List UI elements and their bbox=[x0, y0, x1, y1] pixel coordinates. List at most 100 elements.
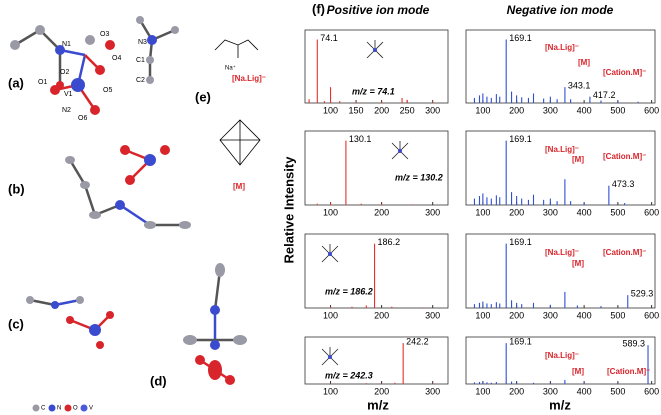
ion-label: m/z = 186.2 bbox=[325, 286, 373, 296]
plot-frame bbox=[304, 336, 449, 385]
x-tick-label: 200 bbox=[509, 207, 524, 217]
x-tick-label: 300 bbox=[543, 386, 558, 396]
complex-label: [M] bbox=[233, 182, 245, 191]
legend-label: V bbox=[89, 406, 93, 412]
x-tick-label: 300 bbox=[543, 207, 558, 217]
atom-label: O2 bbox=[60, 69, 69, 76]
column-title: Positive ion mode bbox=[327, 3, 430, 17]
plot-frame bbox=[304, 233, 449, 309]
peak-label: 169.1 bbox=[509, 337, 532, 347]
atom-label: O6 bbox=[78, 115, 87, 122]
peak-annotation: [M] bbox=[572, 259, 584, 268]
panel-label: (c) bbox=[8, 316, 24, 331]
x-tick-label: 500 bbox=[610, 207, 625, 217]
x-tick-label: 200 bbox=[374, 105, 389, 115]
cation-sketch bbox=[366, 40, 384, 59]
na-label: Na⁺ bbox=[225, 65, 236, 72]
x-tick-label: 100 bbox=[323, 310, 338, 320]
x-tick-label: 250 bbox=[400, 105, 415, 115]
peak-label: 242.2 bbox=[406, 337, 429, 347]
x-axis-label: m/z bbox=[549, 397, 571, 412]
x-tick-label: 200 bbox=[374, 386, 389, 396]
x-tick-label: 200 bbox=[509, 310, 524, 320]
x-tick-label: 300 bbox=[543, 310, 558, 320]
ligand-label: [Na.Lig]⁻ bbox=[232, 74, 266, 83]
cation-sketch bbox=[321, 347, 339, 366]
cation-sketch bbox=[321, 244, 339, 263]
peak-annotation: [M] bbox=[578, 58, 590, 67]
x-tick-label: 300 bbox=[425, 207, 440, 217]
plot-frame bbox=[465, 336, 656, 385]
x-tick-label: 200 bbox=[374, 207, 389, 217]
atom-label: N2 bbox=[62, 107, 71, 114]
peak-label: 169.1 bbox=[509, 237, 532, 247]
panel-label: (b) bbox=[8, 181, 25, 196]
x-tick-label: 100 bbox=[323, 105, 338, 115]
x-tick-label: 400 bbox=[577, 105, 592, 115]
x-tick-label: 400 bbox=[577, 310, 592, 320]
peak-label: 529.3 bbox=[631, 289, 654, 299]
x-tick-label: 300 bbox=[425, 105, 440, 115]
atom-label: N3 bbox=[138, 39, 147, 46]
plot-frame bbox=[465, 233, 656, 309]
plot-frame bbox=[465, 29, 656, 104]
ion-label: m/z = 130.2 bbox=[395, 172, 443, 182]
panel-label: (f) bbox=[312, 1, 325, 16]
x-tick-label: 600 bbox=[644, 207, 659, 217]
x-tick-label: 200 bbox=[509, 386, 524, 396]
atom-label: O5 bbox=[103, 87, 112, 94]
peak-annotation: [M] bbox=[572, 367, 584, 376]
panel-label: (a) bbox=[8, 75, 24, 90]
x-tick-label: 500 bbox=[610, 310, 625, 320]
column-title: Negative ion mode bbox=[507, 3, 614, 17]
peak-annotation: [Na.Lig]⁻ bbox=[545, 43, 579, 52]
x-tick-label: 300 bbox=[543, 105, 558, 115]
peak-label: 473.3 bbox=[612, 179, 635, 189]
legend-swatch bbox=[32, 404, 40, 412]
cation-n bbox=[398, 149, 402, 153]
plot-frame bbox=[465, 130, 656, 206]
peak-label: 130.1 bbox=[349, 134, 372, 144]
x-tick-label: 600 bbox=[644, 105, 659, 115]
peak-annotation: [Na.Lig]⁻ bbox=[545, 145, 579, 154]
peak-annotation: [Na.Lig]⁻ bbox=[545, 248, 579, 257]
atom-label: C2 bbox=[136, 77, 145, 84]
atom-label: O1 bbox=[38, 79, 47, 86]
x-tick-label: 100 bbox=[323, 386, 338, 396]
ion-label: m/z = 74.1 bbox=[352, 86, 395, 96]
peak-annotation: [Cation.M]⁻ bbox=[603, 248, 646, 257]
legend-label: O bbox=[73, 406, 78, 412]
legend-swatch bbox=[48, 404, 56, 412]
peak-label: 343.1 bbox=[568, 81, 591, 91]
x-tick-label: 100 bbox=[475, 310, 490, 320]
peak-label: 169.1 bbox=[509, 33, 532, 43]
x-tick-label: 200 bbox=[374, 310, 389, 320]
plot-frame bbox=[304, 130, 449, 206]
structure-d bbox=[183, 263, 247, 385]
peak-label: 74.1 bbox=[320, 33, 338, 43]
peak-annotation: [Na.Lig]⁻ bbox=[545, 351, 579, 360]
cation-n bbox=[373, 48, 377, 52]
atom-label: O3 bbox=[100, 31, 109, 38]
ion-label: m/z = 242.3 bbox=[325, 370, 373, 380]
peak-label: 589.3 bbox=[622, 339, 645, 349]
x-tick-label: 100 bbox=[475, 386, 490, 396]
cation-n bbox=[328, 252, 332, 256]
legend-label: C bbox=[41, 406, 46, 412]
peak-annotation: [M] bbox=[572, 155, 584, 164]
panel-label: (e) bbox=[195, 89, 211, 104]
x-tick-label: 500 bbox=[610, 105, 625, 115]
peak-annotation: [Cation.M]⁻ bbox=[603, 152, 646, 161]
x-tick-label: 200 bbox=[509, 105, 524, 115]
x-tick-label: 100 bbox=[475, 105, 490, 115]
atom-label: N1 bbox=[62, 41, 71, 48]
x-tick-label: 100 bbox=[323, 207, 338, 217]
peak-label: 417.2 bbox=[593, 90, 616, 100]
x-tick-label: 150 bbox=[349, 105, 364, 115]
peak-annotation: [Cation.M]⁻ bbox=[607, 367, 650, 376]
x-tick-label: 300 bbox=[425, 386, 440, 396]
x-tick-label: 400 bbox=[577, 386, 592, 396]
atom-label: V1 bbox=[64, 91, 73, 98]
structure-b bbox=[65, 145, 191, 229]
